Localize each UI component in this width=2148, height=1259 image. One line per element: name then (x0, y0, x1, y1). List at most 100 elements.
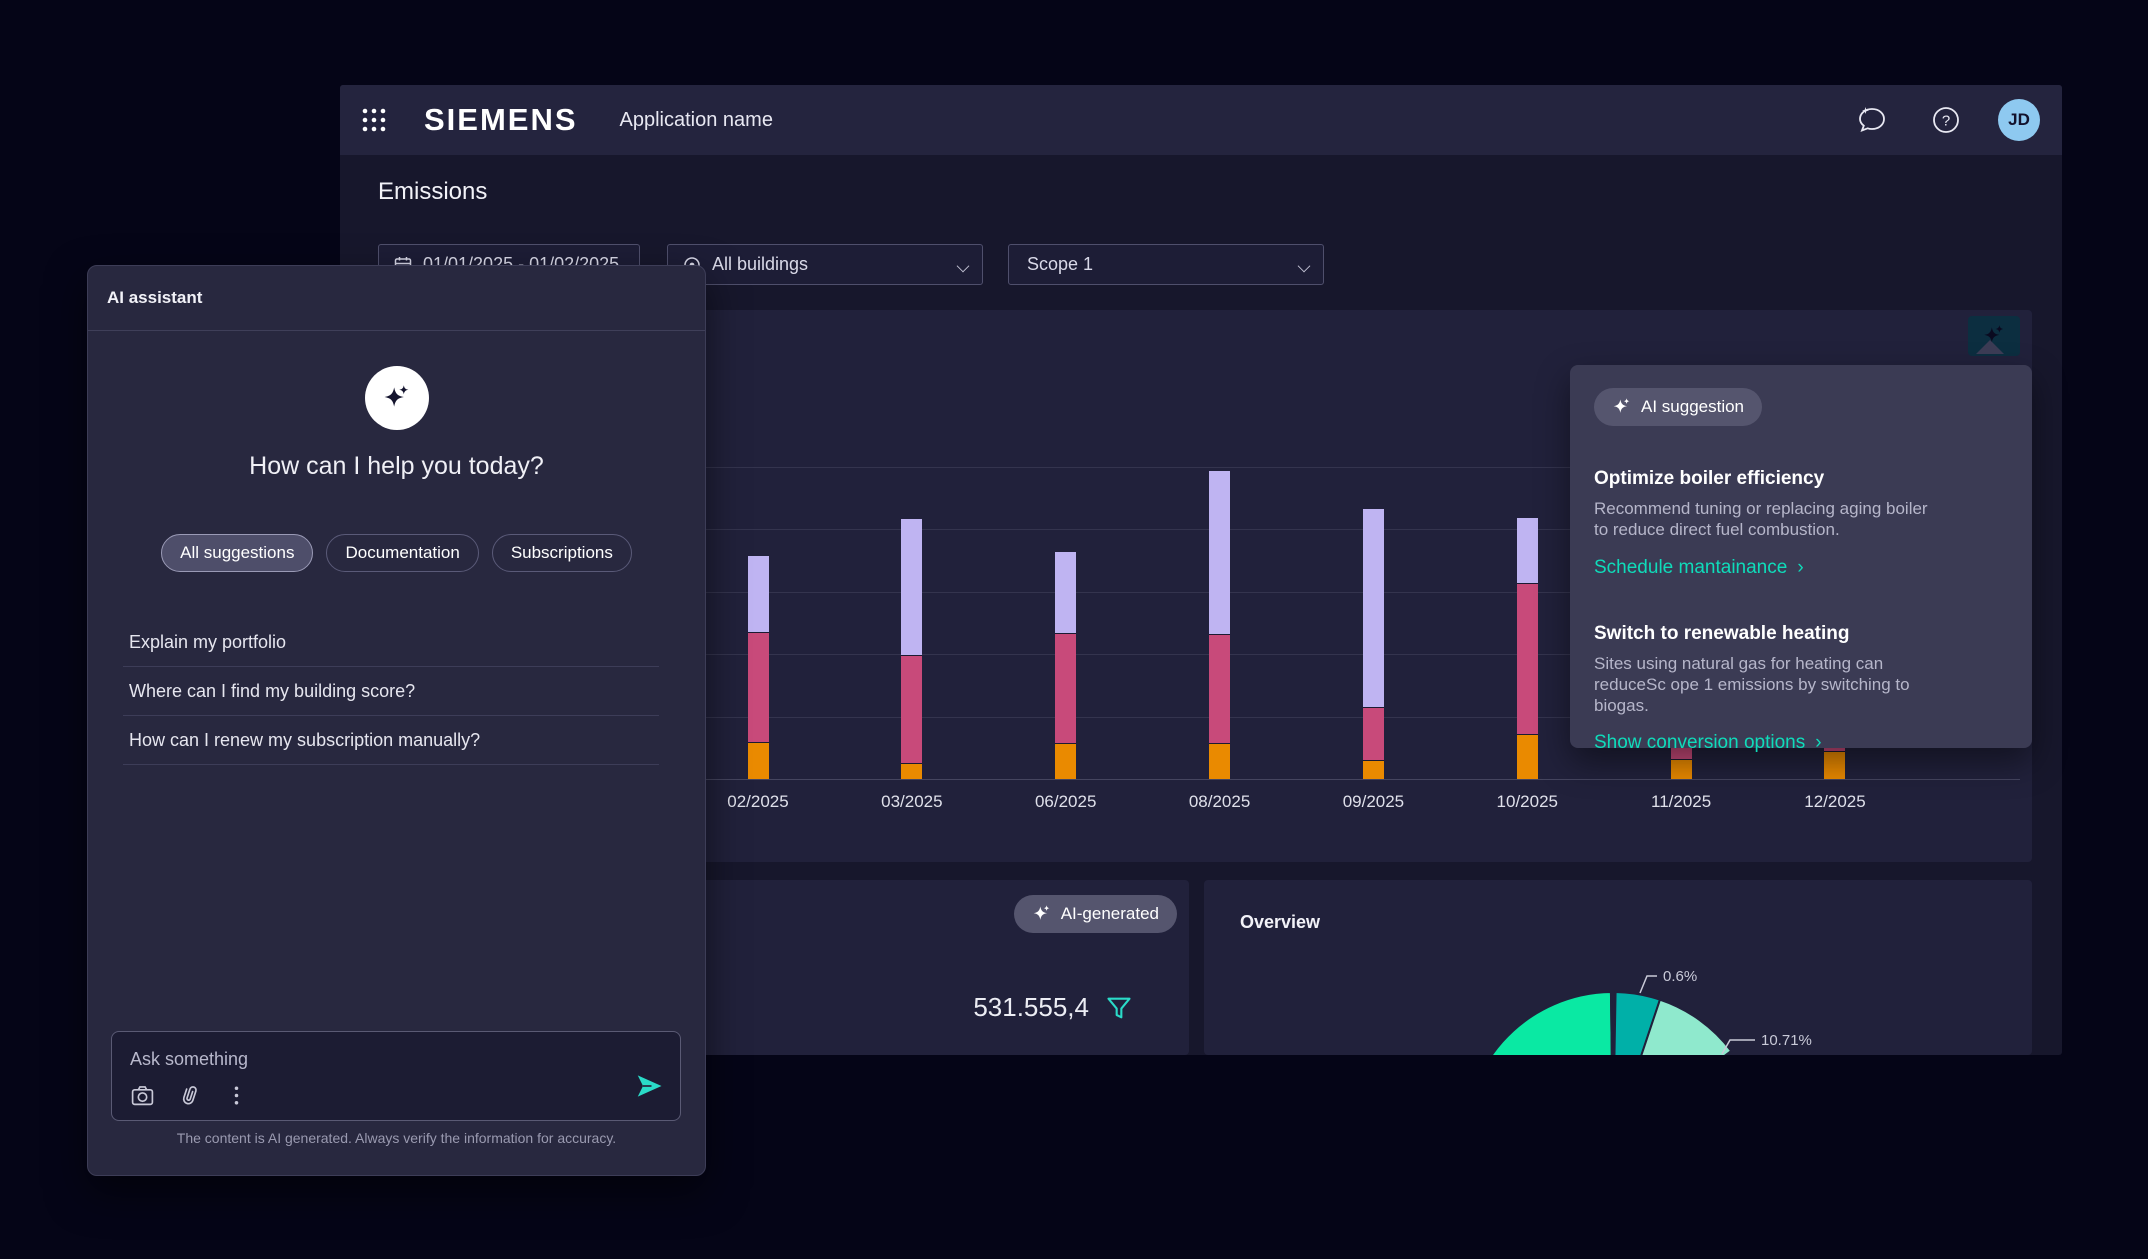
buildings-filter[interactable]: All buildings (667, 244, 983, 285)
suggestion-explain-portfolio[interactable]: Explain my portfolio (123, 618, 659, 667)
assistant-input-box (111, 1031, 681, 1121)
sparkle-icon (1613, 398, 1630, 413)
segment-pink (901, 655, 923, 763)
segment-pink (1209, 634, 1231, 743)
chevron-down-icon (956, 259, 970, 273)
pie-label-small: 0.6% (1663, 968, 1697, 985)
ask-input[interactable] (130, 1044, 550, 1074)
suggestion-title: Optimize boiler efficiency (1594, 468, 1825, 489)
stacked-bar-03/2025[interactable] (901, 519, 923, 779)
suggestion-body: Sites using natural gas for heating can … (1594, 653, 1910, 716)
x-axis-label: 12/2025 (1804, 792, 1866, 811)
suggestion-item: Optimize boiler efficiency Recommend tun… (1594, 468, 2008, 579)
segment-purple (747, 556, 769, 632)
x-axis-label: 08/2025 (1188, 792, 1251, 811)
ai-hero-badge (365, 366, 429, 430)
chip-subscriptions[interactable]: Subscriptions (491, 534, 632, 572)
show-conversion-options-link[interactable]: Show conversion options › (1594, 732, 1822, 754)
suggestion-title: Switch to renewable heating (1594, 622, 1850, 644)
avatar[interactable]: JD (1998, 99, 2040, 141)
link-label: Schedule mantainance (1594, 556, 1788, 578)
x-axis-label: 06/2025 (1034, 792, 1097, 811)
suggestion-renew-subscription[interactable]: How can I renew my subscription manually… (123, 716, 659, 765)
filter-funnel-icon[interactable] (1105, 994, 1133, 1022)
slice-mint (1640, 998, 1733, 1055)
help-icon: ? (1933, 107, 1959, 133)
x-axis-label: 10/2025 (1496, 792, 1558, 811)
ai-chat-button[interactable] (1850, 98, 1894, 142)
segment-pink (1516, 583, 1538, 734)
stacked-bar-10/2025[interactable] (1516, 518, 1538, 779)
x-axis-label: 11/2025 (1651, 792, 1712, 811)
ai-generated-label: AI-generated (1060, 904, 1159, 923)
chat-sparkle-icon (1859, 107, 1885, 133)
scope-filter[interactable]: Scope 1 (1008, 244, 1324, 285)
page-title: Emissions (378, 178, 488, 205)
app-header: SIEMENS Application name ? JD (340, 85, 2062, 155)
help-button[interactable]: ? (1924, 98, 1968, 142)
segment-orange (1209, 743, 1231, 779)
segment-orange (901, 763, 923, 779)
summary-value: 531.555,4 (973, 992, 1089, 1022)
sparkle-icon (384, 385, 409, 407)
send-button[interactable] (634, 1071, 664, 1106)
schedule-maintenance-link[interactable]: Schedule mantainance › (1594, 557, 1804, 579)
siemens-logo: SIEMENS (424, 102, 578, 137)
app-launcher-button[interactable] (352, 98, 396, 142)
suggestion-item: Switch to renewable heating Sites using … (1594, 623, 2008, 755)
ai-disclaimer: The content is AI generated. Always veri… (176, 1130, 617, 1146)
scope-value: Scope 1 (1027, 254, 1094, 274)
ai-generated-badge: AI-generated (1013, 895, 1177, 933)
ai-assistant-title: AI assistant (107, 288, 203, 307)
attachment-icon[interactable] (177, 1083, 202, 1108)
buildings-value: All buildings (712, 254, 809, 274)
overview-card: Overview 0.6% 10.71% (1204, 880, 2032, 1055)
stacked-bar-08/2025[interactable] (1209, 471, 1231, 779)
gridline (390, 467, 2020, 468)
segment-purple (901, 519, 923, 655)
segment-purple (1362, 509, 1384, 707)
segment-pink (1055, 633, 1077, 743)
suggestion-building-score[interactable]: Where can I find my building score? (123, 667, 659, 716)
segment-pink (1362, 707, 1384, 760)
segment-orange (1670, 759, 1692, 779)
segment-orange (1055, 743, 1077, 779)
suggestion-body: Recommend tuning or replacing aging boil… (1594, 499, 1928, 540)
chip-all-suggestions[interactable]: All suggestions (161, 534, 314, 572)
segment-orange (1362, 760, 1384, 779)
x-axis (390, 779, 2020, 780)
stacked-bar-06/2025[interactable] (1055, 552, 1077, 779)
ai-suggestion-popover: AI suggestion Optimize boiler efficiency… (1570, 365, 2032, 753)
ai-suggestion-label: AI suggestion (1641, 397, 1745, 416)
camera-icon[interactable] (130, 1083, 155, 1108)
svg-text:?: ? (1942, 113, 1950, 130)
segment-purple (1055, 552, 1077, 633)
grid-icon (362, 108, 386, 132)
sparkle-icon (1033, 905, 1050, 920)
gridline (390, 591, 2020, 593)
ai-suggestion-badge: AI suggestion (1594, 388, 1763, 426)
pie-label-mint: 10.71% (1761, 1032, 1812, 1049)
slice-primary (1490, 990, 1613, 1055)
link-label: Show conversion options (1594, 732, 1806, 754)
x-axis-label: 03/2025 (881, 792, 943, 811)
x-axis-label: 09/2025 (1342, 792, 1405, 811)
application-name: Application name (619, 108, 773, 131)
stacked-bar-09/2025[interactable] (1362, 509, 1384, 779)
send-icon (637, 1075, 662, 1097)
divider (88, 330, 705, 331)
stacked-bar-02/2025[interactable] (747, 556, 769, 779)
sparkle-icon (1984, 325, 2004, 343)
segment-pink (747, 632, 769, 742)
ai-assistant-panel: AI assistant How can I help you today? A… (87, 265, 706, 1176)
kebab-menu-icon[interactable] (224, 1083, 249, 1108)
chevron-down-icon (1297, 259, 1311, 273)
chevron-right-icon: › (1815, 732, 1822, 754)
chip-documentation[interactable]: Documentation (326, 534, 479, 572)
gridline (390, 654, 2020, 656)
segment-purple (1516, 518, 1538, 583)
gridline (390, 716, 2020, 718)
overview-pie-chart: 0.6% 10.71% (1490, 968, 1812, 1055)
x-axis-label: 02/2025 (727, 792, 789, 811)
popover-caret (1976, 340, 2004, 354)
